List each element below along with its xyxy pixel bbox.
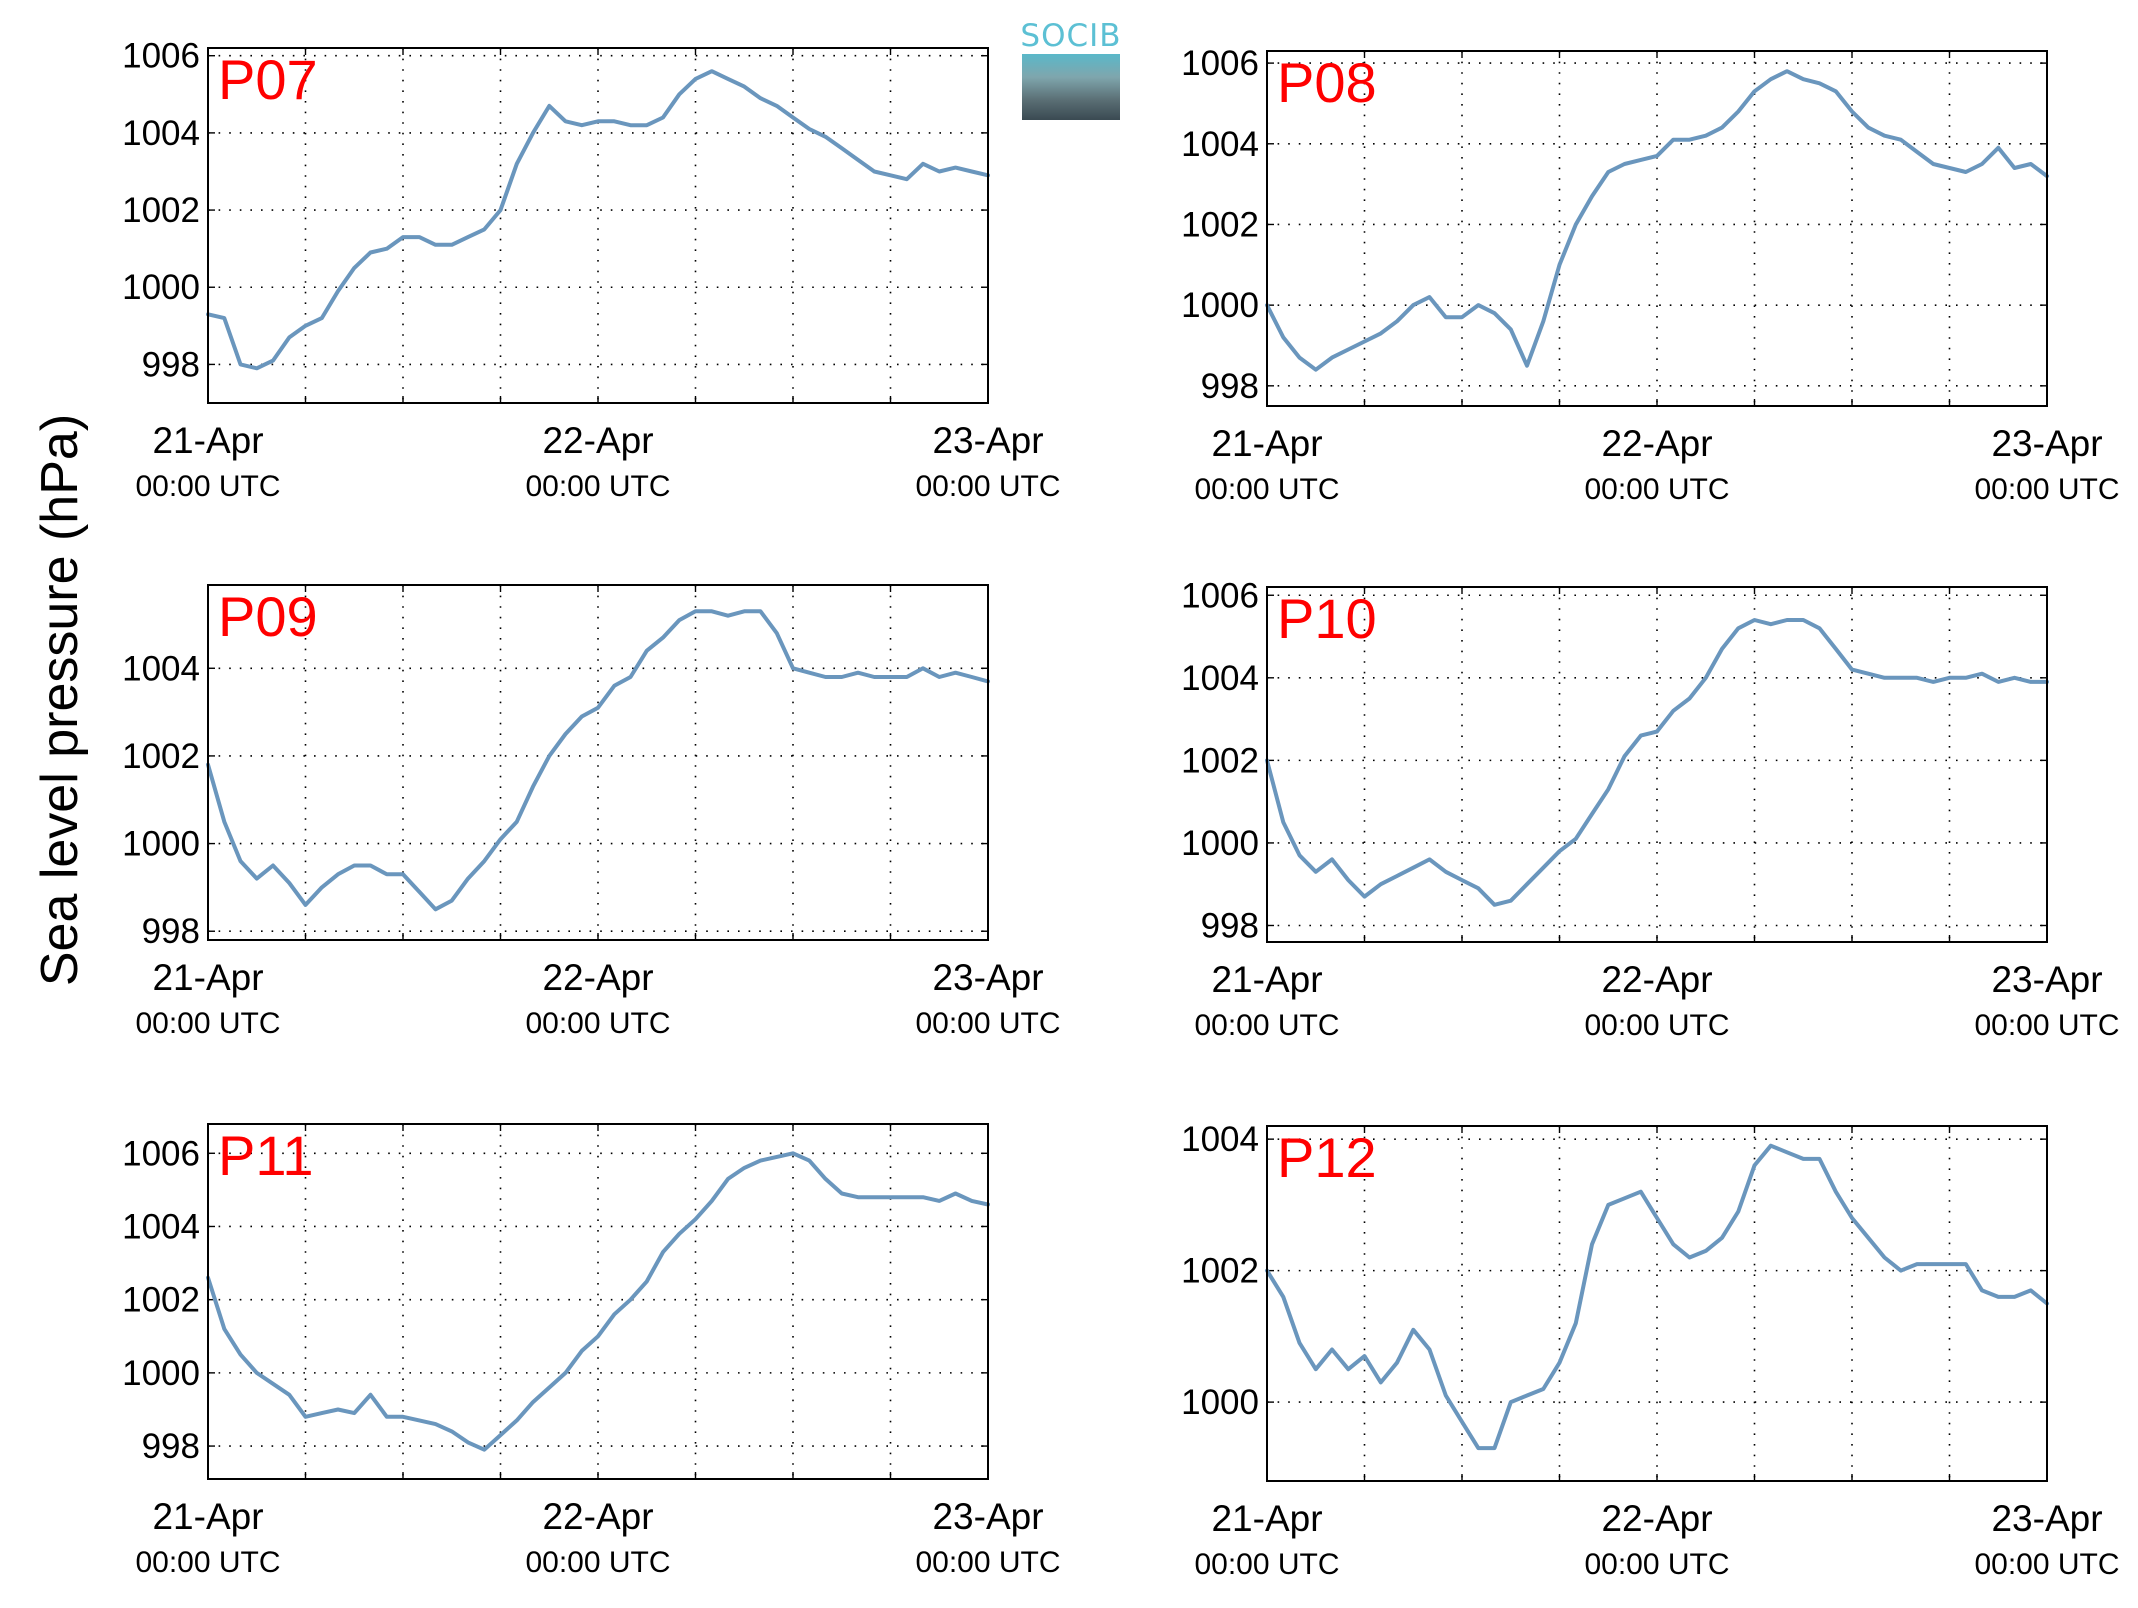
x-tick-label-time: 00:00 UTC	[1974, 1009, 2119, 1042]
station-label: P08	[1277, 51, 1377, 114]
chart-panel-p12: 1000 1002 1004 P12 21-Apr 00:00 UTC 22-Apr 00:0…	[1181, 1120, 2119, 1581]
y-tick-label: 1004	[122, 1207, 200, 1246]
data-line-p08	[1265, 69, 2049, 372]
x-tick-label-date: 21-Apr	[1211, 1498, 1322, 1539]
plot-frame	[1266, 1125, 2048, 1482]
x-tick-label-time: 00:00 UTC	[1584, 1009, 1729, 1042]
data-line-p09	[206, 609, 990, 912]
x-tick-label-date: 22-Apr	[1601, 959, 1712, 1000]
x-tick-label-time: 00:00 UTC	[1974, 1548, 2119, 1581]
y-tick-label: 1004	[1181, 125, 1259, 164]
x-tick-label-date: 22-Apr	[1601, 423, 1712, 464]
x-tick-label-date: 23-Apr	[932, 420, 1043, 461]
station-label: P07	[218, 48, 318, 111]
x-tick-label-time: 00:00 UTC	[525, 1007, 670, 1040]
x-tick-label-time: 00:00 UTC	[1974, 473, 2119, 506]
data-line-p10	[1265, 618, 2049, 907]
x-tick-label-date: 23-Apr	[1991, 959, 2102, 1000]
station-label: P12	[1277, 1126, 1377, 1189]
chart-panel-p07: 998 1000 1002 1004 1006 P07 21-Apr 00:00 UTC 22-…	[122, 37, 1060, 503]
x-tick-label-time: 00:00 UTC	[1584, 473, 1729, 506]
x-tick-label-time: 00:00 UTC	[1584, 1548, 1729, 1581]
chart-panel-p11: 998 1000 1002 1004 1006 P11 21-Apr 00:00 UTC 22-…	[122, 1123, 1061, 1579]
x-tick-label-date: 21-Apr	[152, 1496, 263, 1537]
y-tick-label: 998	[142, 912, 200, 951]
logo-text: SOCIB	[1020, 18, 1122, 54]
chart-panel-p10: 998 1000 1002 1004 1006 P10 21-Apr 00:00 UTC 22-…	[1181, 576, 2119, 1042]
y-tick-label: 998	[142, 1427, 200, 1466]
x-tick-label-date: 23-Apr	[932, 957, 1043, 998]
station-label: P09	[218, 585, 318, 648]
chart-panel-p08: 998 1000 1002 1004 1006 P08 21-Apr 00:00 UTC 22-…	[1181, 44, 2119, 506]
station-label: P11	[218, 1124, 313, 1187]
x-tick-label-date: 22-Apr	[542, 420, 653, 461]
y-tick-label: 1002	[122, 737, 200, 776]
y-axis-label: Sea level pressure (hPa)	[31, 414, 89, 986]
y-tick-label: 998	[1201, 367, 1259, 406]
chart-panel-p09: 998 1000 1002 1004 P09 21-Apr 00:00 UTC 22-Apr 0…	[122, 584, 1061, 1040]
data-line-p11	[206, 1151, 990, 1452]
y-tick-label: 1006	[1181, 576, 1259, 615]
x-tick-label-time: 00:00 UTC	[1194, 473, 1339, 506]
x-tick-label-time: 00:00 UTC	[135, 1007, 280, 1040]
x-tick-label-date: 23-Apr	[1991, 423, 2102, 464]
plot-frame	[1266, 586, 2048, 943]
x-tick-label-time: 00:00 UTC	[915, 1007, 1060, 1040]
y-tick-label: 998	[142, 345, 200, 384]
x-tick-label-time: 00:00 UTC	[525, 1546, 670, 1579]
x-tick-label-date: 23-Apr	[1991, 1498, 2102, 1539]
x-tick-label-date: 21-Apr	[152, 957, 263, 998]
y-tick-label: 1002	[122, 1281, 200, 1320]
y-tick-label: 1006	[1181, 44, 1259, 83]
x-tick-label-date: 22-Apr	[542, 957, 653, 998]
y-tick-label: 1000	[1181, 1383, 1259, 1422]
y-tick-label: 998	[1201, 906, 1259, 945]
plot-frame	[207, 584, 989, 941]
x-tick-label-date: 21-Apr	[1211, 423, 1322, 464]
x-tick-label-time: 00:00 UTC	[1194, 1009, 1339, 1042]
x-tick-label-time: 00:00 UTC	[1194, 1548, 1339, 1581]
y-tick-label: 1004	[122, 114, 200, 153]
y-tick-label: 1000	[1181, 286, 1259, 325]
y-axis-label-text: Sea level pressure (hPa)	[31, 414, 89, 986]
x-tick-label-time: 00:00 UTC	[525, 470, 670, 503]
y-tick-label: 1000	[1181, 824, 1259, 863]
plot-frame	[1266, 50, 2048, 407]
x-tick-label-date: 21-Apr	[152, 420, 263, 461]
x-tick-label-time: 00:00 UTC	[135, 470, 280, 503]
x-tick-label-date: 23-Apr	[932, 1496, 1043, 1537]
y-tick-label: 1002	[1181, 1252, 1259, 1291]
logo-graphic	[1022, 54, 1120, 120]
x-tick-label-date: 22-Apr	[542, 1496, 653, 1537]
station-label: P10	[1277, 587, 1377, 650]
y-tick-label: 1004	[1181, 1120, 1259, 1159]
x-tick-label-time: 00:00 UTC	[915, 1546, 1060, 1579]
y-tick-label: 1002	[122, 191, 200, 230]
x-tick-label-date: 21-Apr	[1211, 959, 1322, 1000]
y-tick-label: 1002	[1181, 205, 1259, 244]
y-tick-label: 1000	[122, 268, 200, 307]
y-tick-label: 1002	[1181, 741, 1259, 780]
y-tick-label: 1006	[122, 1134, 200, 1173]
y-tick-label: 1006	[122, 37, 200, 76]
socib-logo: SOCIB	[1020, 18, 1122, 122]
x-tick-label-time: 00:00 UTC	[135, 1546, 280, 1579]
y-tick-label: 1004	[122, 649, 200, 688]
plot-frame	[207, 1123, 989, 1480]
y-tick-label: 1000	[122, 825, 200, 864]
data-line-p12	[1265, 1143, 2049, 1451]
plot-frame	[207, 47, 989, 404]
y-tick-label: 1004	[1181, 659, 1259, 698]
y-tick-label: 1000	[122, 1354, 200, 1393]
x-tick-label-date: 22-Apr	[1601, 1498, 1712, 1539]
x-tick-label-time: 00:00 UTC	[915, 470, 1060, 503]
data-line-p07	[206, 69, 990, 371]
